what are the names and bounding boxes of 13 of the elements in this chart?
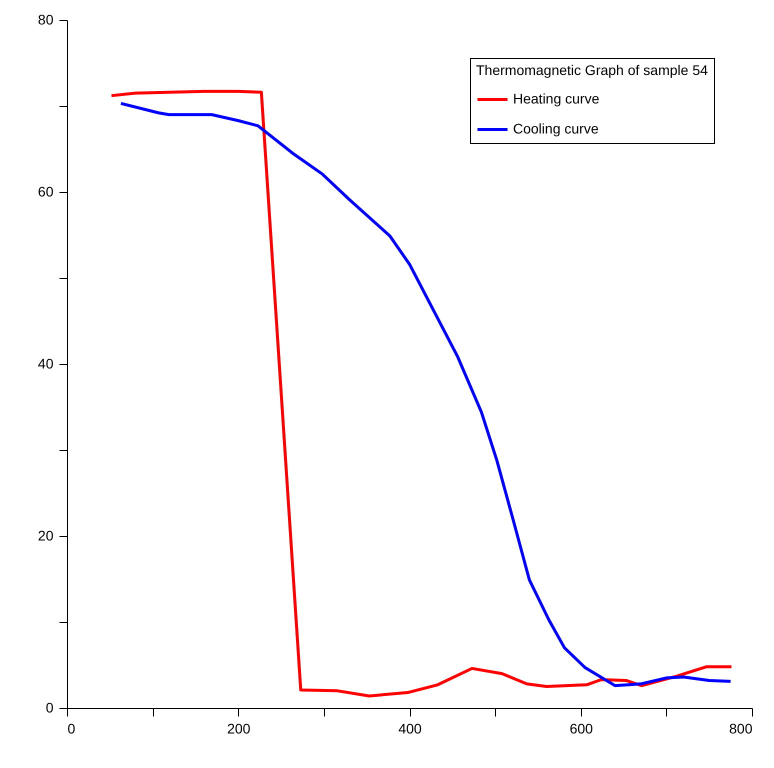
- x-tick-label: 600: [570, 720, 594, 736]
- x-tick-label: 0: [68, 720, 76, 736]
- legend-title: Thermomagnetic Graph of sample 54: [476, 62, 708, 78]
- y-tick-label: 60: [38, 184, 54, 200]
- x-tick-label: 400: [398, 720, 422, 736]
- x-tick-label: 200: [227, 720, 251, 736]
- legend-label: Cooling curve: [513, 120, 599, 136]
- x-tick-label: 800: [729, 720, 753, 736]
- y-tick-label: 80: [38, 12, 54, 28]
- y-tick-label: 20: [38, 528, 54, 544]
- y-tick-label: 40: [38, 356, 54, 372]
- y-tick-label: 0: [46, 700, 54, 716]
- legend-label: Heating curve: [513, 90, 600, 106]
